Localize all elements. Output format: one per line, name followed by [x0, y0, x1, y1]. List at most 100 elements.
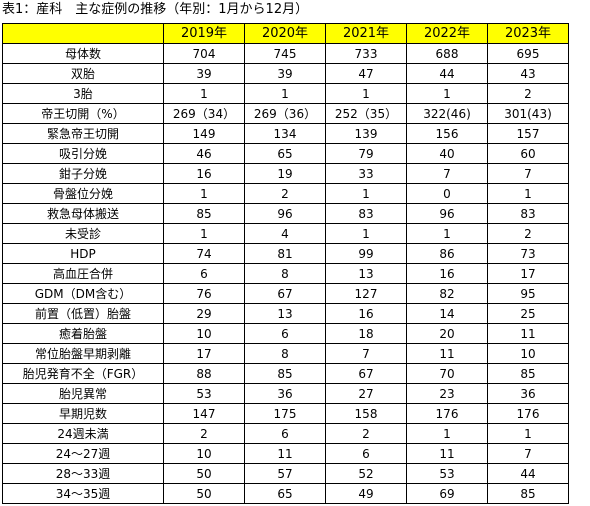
row-label-cell: 胎児発育不全（FGR） — [2, 363, 164, 384]
value-cell: 67 — [325, 363, 407, 384]
value-cell: 36 — [244, 383, 326, 404]
value-cell: 96 — [244, 203, 326, 224]
value-cell: 7 — [325, 343, 407, 364]
value-cell: 0 — [406, 183, 488, 204]
value-cell: 33 — [325, 163, 407, 184]
row-label-cell: 34～35週 — [2, 483, 164, 504]
value-cell: 11 — [487, 323, 569, 344]
value-cell: 1 — [487, 423, 569, 444]
value-cell: 2 — [487, 83, 569, 104]
value-cell: 2 — [487, 223, 569, 244]
value-cell: 85 — [244, 363, 326, 384]
row-label-cell: 胎児異常 — [2, 383, 164, 404]
value-cell: 25 — [487, 303, 569, 324]
table-row: GDM（DM含む） 76 67 127 82 95 — [2, 283, 569, 304]
value-cell: 149 — [163, 123, 245, 144]
value-cell: 1 — [163, 223, 245, 244]
value-cell: 82 — [406, 283, 488, 304]
value-cell: 52 — [325, 463, 407, 484]
value-cell: 20 — [406, 323, 488, 344]
year-header-cell: 2023年 — [487, 23, 569, 44]
value-cell: 76 — [163, 283, 245, 304]
value-cell: 6 — [163, 263, 245, 284]
row-label-cell: 24週未満 — [2, 423, 164, 444]
value-cell: 13 — [244, 303, 326, 324]
table-row: 緊急帝王切開 149 134 139 156 157 — [2, 123, 569, 144]
value-cell: 57 — [244, 463, 326, 484]
value-cell: 7 — [487, 163, 569, 184]
value-cell: 43 — [487, 63, 569, 84]
row-label-cell: 骨盤位分娩 — [2, 183, 164, 204]
value-cell: 695 — [487, 43, 569, 64]
row-label-cell: 未受診 — [2, 223, 164, 244]
value-cell: 17 — [487, 263, 569, 284]
row-label-cell: 救急母体搬送 — [2, 203, 164, 224]
value-cell: 1 — [406, 223, 488, 244]
table-row: 28～33週 50 57 52 53 44 — [2, 463, 569, 484]
value-cell: 14 — [406, 303, 488, 324]
table-row: 救急母体搬送 85 96 83 96 83 — [2, 203, 569, 224]
value-cell: 44 — [406, 63, 488, 84]
value-cell: 36 — [487, 383, 569, 404]
value-cell: 11 — [244, 443, 326, 464]
row-label-cell: HDP — [2, 243, 164, 264]
table-row: 未受診 1 4 1 1 2 — [2, 223, 569, 244]
table-row: 胎児発育不全（FGR） 88 85 67 70 85 — [2, 363, 569, 384]
row-label-cell: 癒着胎盤 — [2, 323, 164, 344]
table-row: 3胎 1 1 1 1 2 — [2, 83, 569, 104]
value-cell: 176 — [406, 403, 488, 424]
value-cell: 47 — [325, 63, 407, 84]
row-label-cell: 吸引分娩 — [2, 143, 164, 164]
value-cell: 1 — [244, 83, 326, 104]
row-label-cell: 高血圧合併 — [2, 263, 164, 284]
value-cell: 85 — [163, 203, 245, 224]
value-cell: 16 — [163, 163, 245, 184]
value-cell: 2 — [325, 423, 407, 444]
row-label-cell: 帝王切開（%） — [2, 103, 164, 124]
value-cell: 269（34） — [163, 103, 245, 124]
value-cell: 83 — [487, 203, 569, 224]
value-cell: 10 — [163, 323, 245, 344]
header-row: 2019年 2020年 2021年 2022年 2023年 — [2, 23, 569, 44]
year-header-cell: 2020年 — [244, 23, 326, 44]
value-cell: 134 — [244, 123, 326, 144]
value-cell: 16 — [325, 303, 407, 324]
table-row: 24～27週 10 11 6 11 7 — [2, 443, 569, 464]
value-cell: 23 — [406, 383, 488, 404]
table-body: 2019年 2020年 2021年 2022年 2023年 母体数 704 745 7… — [2, 23, 569, 504]
year-header-cell: 2019年 — [163, 23, 245, 44]
value-cell: 27 — [325, 383, 407, 404]
table-row: 母体数 704 745 733 688 695 — [2, 43, 569, 64]
value-cell: 158 — [325, 403, 407, 424]
value-cell: 96 — [406, 203, 488, 224]
value-cell: 79 — [325, 143, 407, 164]
value-cell: 88 — [163, 363, 245, 384]
table-row: 24週未満 2 6 2 1 1 — [2, 423, 569, 444]
value-cell: 46 — [163, 143, 245, 164]
value-cell: 19 — [244, 163, 326, 184]
value-cell: 6 — [244, 423, 326, 444]
value-cell: 95 — [487, 283, 569, 304]
value-cell: 11 — [406, 343, 488, 364]
value-cell: 8 — [244, 343, 326, 364]
value-cell: 156 — [406, 123, 488, 144]
row-label-cell: 緊急帝王切開 — [2, 123, 164, 144]
table-row: 常位胎盤早期剥離 17 8 7 11 10 — [2, 343, 569, 364]
value-cell: 39 — [244, 63, 326, 84]
value-cell: 10 — [487, 343, 569, 364]
table-row: 高血圧合併 6 8 13 16 17 — [2, 263, 569, 284]
value-cell: 269（36） — [244, 103, 326, 124]
value-cell: 10 — [163, 443, 245, 464]
value-cell: 1 — [325, 183, 407, 204]
value-cell: 85 — [487, 483, 569, 504]
row-label-cell: GDM（DM含む） — [2, 283, 164, 304]
table-row: 前置（低置）胎盤 29 13 16 14 25 — [2, 303, 569, 324]
value-cell: 7 — [406, 163, 488, 184]
table-caption: 表1：産科 主な症例の推移（年別：1月から12月） — [2, 2, 309, 17]
value-cell: 2 — [163, 423, 245, 444]
value-cell: 29 — [163, 303, 245, 324]
value-cell: 85 — [487, 363, 569, 384]
value-cell: 17 — [163, 343, 245, 364]
value-cell: 301(43) — [487, 103, 569, 124]
value-cell: 688 — [406, 43, 488, 64]
